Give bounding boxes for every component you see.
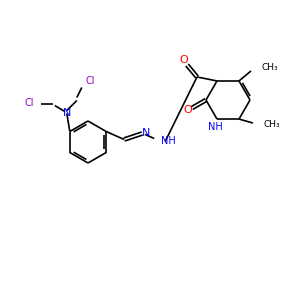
Text: Cl: Cl	[86, 76, 95, 86]
Text: NH: NH	[208, 122, 222, 132]
Text: N: N	[142, 128, 150, 137]
Text: NH: NH	[161, 136, 176, 146]
Text: O: O	[180, 55, 188, 65]
Text: CH₃: CH₃	[263, 120, 280, 129]
Text: N: N	[63, 109, 71, 118]
Text: O: O	[184, 105, 192, 115]
Text: CH₃: CH₃	[261, 63, 278, 72]
Text: Cl: Cl	[24, 98, 34, 109]
